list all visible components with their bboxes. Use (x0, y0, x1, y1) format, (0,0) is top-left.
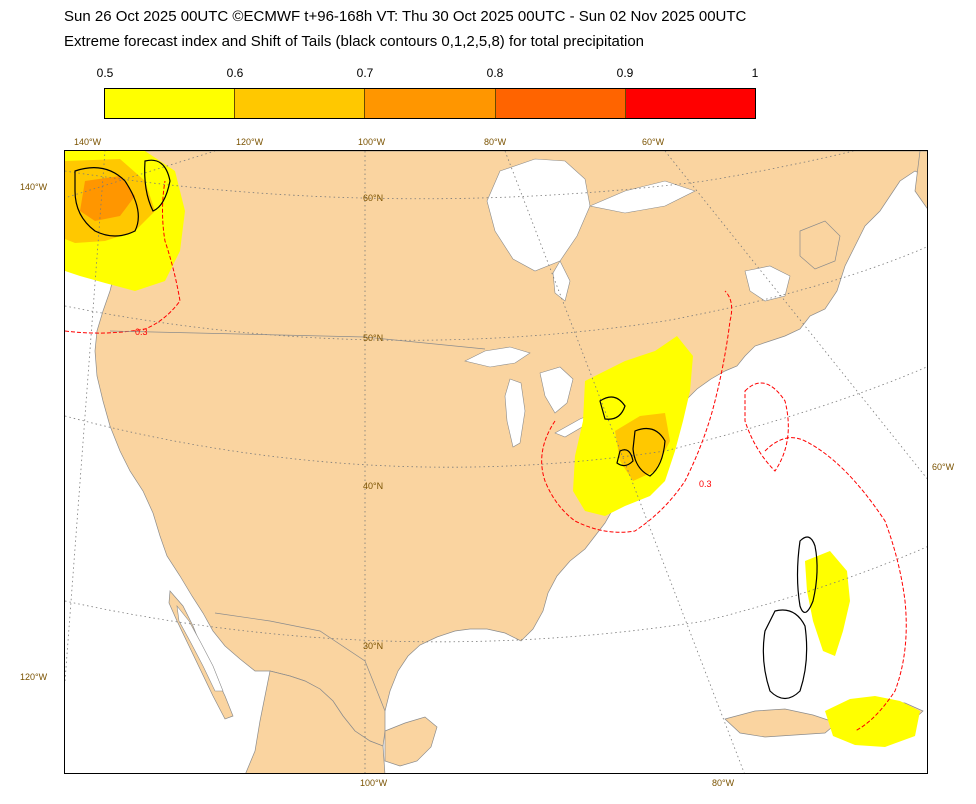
legend-tick-0.6: 0.6 (226, 66, 244, 80)
hudson-bay (486, 158, 591, 272)
sot-contour-northeast-1 (599, 396, 626, 420)
greenland (914, 151, 927, 209)
efi-0.3-contour-northeast (541, 290, 733, 533)
lon-label-100w-top: 100°W (358, 137, 386, 147)
map-panel: 0.3 0.3 60°N 50°N 40°N 30°N (64, 150, 928, 774)
efi-contour-label-northwest: 0.3 (135, 327, 148, 337)
us-mexico-border (214, 612, 386, 712)
us-canada-border (109, 330, 486, 350)
legend-tick-0.9: 0.9 (616, 66, 634, 80)
lat-label-60n: 60°N (363, 193, 383, 203)
lake-michigan (504, 378, 526, 448)
legend-tick-0.7: 0.7 (356, 66, 374, 80)
legend-tick-1: 1 (751, 66, 759, 80)
meridian-140w (65, 151, 216, 199)
map-title-line1: Sun 26 Oct 2025 00UTC ©ECMWF t+96-168h V… (64, 8, 747, 25)
hudson-strait (588, 180, 696, 214)
legend-swatch-0.5-0.6 (105, 89, 236, 118)
efi-0.3-contour-northwest (65, 180, 181, 334)
lon-label-140w-left: 140°W (20, 182, 48, 192)
sot-contour-northeast-2 (632, 428, 666, 477)
lon-label-100w-bottom: 100°W (360, 778, 388, 788)
efi-shading-caribbean (825, 696, 920, 747)
efi-0.3-contours (65, 180, 907, 732)
efi-0.3-contour-ocean (744, 382, 789, 472)
lat-label-40n: 40°N (363, 481, 383, 491)
lon-label-140w-top: 140°W (74, 137, 102, 147)
lake-huron (539, 366, 574, 414)
gulf-of-st-lawrence (744, 265, 791, 302)
parallel-30n (65, 546, 927, 643)
efi-shading-northwest-core (80, 176, 135, 221)
lon-label-80w-bottom: 80°W (712, 778, 735, 788)
sot-contour-northwest-2 (144, 159, 171, 212)
efi-contour-label-northeast: 0.3 (699, 479, 712, 489)
lon-label-120w-left: 120°W (20, 672, 48, 682)
legend-swatch-0.8-0.9 (495, 89, 626, 118)
legend-color-bar (104, 88, 756, 119)
james-bay (552, 260, 571, 302)
sot-contour-atlantic (796, 536, 818, 613)
mexico-south (245, 670, 386, 773)
cuba-island (724, 708, 838, 738)
legend-tick-0.8: 0.8 (486, 66, 504, 80)
lon-label-80w-top: 80°W (484, 137, 507, 147)
legend-swatch-0.9-1 (625, 89, 756, 118)
meridian-60w (664, 151, 927, 480)
map-title-line2: Extreme forecast index and Shift of Tail… (64, 33, 645, 50)
color-legend: 0.5 0.6 0.7 0.8 0.9 1 (97, 66, 759, 120)
efi-0.3-contour-atlantic (764, 437, 907, 732)
lon-label-60w-top: 60°W (642, 137, 665, 147)
graticule (65, 151, 927, 773)
legend-swatch-0.7-0.8 (365, 89, 496, 118)
sot-contour-northwest (74, 167, 139, 237)
map-canvas: 0.3 0.3 60°N 50°N 40°N 30°N (65, 151, 927, 773)
lon-label-60w-right: 60°W (932, 462, 955, 472)
sot-contours (74, 159, 818, 700)
sot-contour-northeast-3 (616, 449, 634, 467)
legend-swatch-0.6-0.7 (235, 89, 366, 118)
gulf-of-california (176, 604, 224, 692)
sot-contour-ocean (762, 609, 808, 700)
lake-superior (464, 346, 531, 368)
legend-tick-0.5: 0.5 (96, 66, 114, 80)
meridian-120w (65, 151, 106, 682)
parallel-60n (65, 151, 855, 200)
newfoundland-island (799, 220, 841, 270)
meridian-80w (504, 151, 745, 773)
lat-label-30n: 30°N (363, 641, 383, 651)
coastline-outline (109, 330, 486, 712)
lon-label-120w-top: 120°W (236, 137, 264, 147)
north-america-landmass (65, 151, 927, 747)
lat-label-50n: 50°N (363, 333, 383, 343)
yucatan-peninsula (384, 716, 438, 767)
